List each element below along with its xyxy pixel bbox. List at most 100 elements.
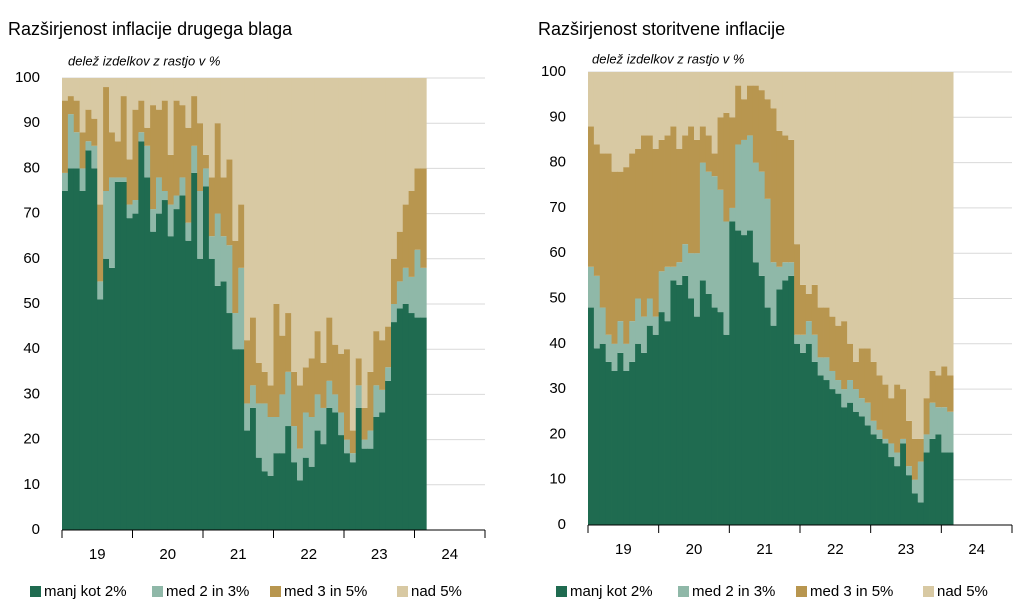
bar-segment bbox=[770, 108, 777, 263]
bar-segment bbox=[120, 181, 128, 530]
bar-segment bbox=[858, 72, 866, 349]
bar-segment bbox=[161, 200, 169, 531]
bar-segment bbox=[114, 181, 122, 530]
chart-subtitle: delež izdelkov z rastjo v % bbox=[592, 51, 744, 66]
bar-segment bbox=[717, 189, 724, 313]
bar-segment bbox=[385, 380, 392, 530]
bar-segment bbox=[67, 168, 75, 530]
bar-segment bbox=[261, 403, 269, 472]
bar-segment bbox=[847, 72, 854, 344]
legend-label: manj kot 2% bbox=[44, 583, 127, 600]
bar-segment bbox=[817, 307, 824, 358]
bar-segment bbox=[941, 407, 948, 453]
bar-segment bbox=[338, 353, 345, 413]
bar-segment bbox=[870, 420, 877, 435]
bar-segment bbox=[917, 502, 925, 525]
bar-segment bbox=[646, 72, 654, 136]
bar-segment bbox=[711, 153, 718, 177]
bar-segment bbox=[85, 78, 92, 110]
bar-segment bbox=[729, 221, 736, 526]
bar-segment bbox=[103, 258, 110, 530]
bar-segment bbox=[385, 78, 392, 327]
bar-segment bbox=[344, 453, 351, 530]
bar-segment bbox=[191, 96, 198, 146]
y-tick-label: 20 bbox=[549, 425, 566, 442]
bar-segment bbox=[699, 72, 707, 127]
bar-segment bbox=[302, 412, 310, 458]
bar-segment bbox=[326, 380, 333, 408]
bar-segment bbox=[167, 204, 175, 237]
bar-segment bbox=[711, 72, 718, 154]
bar-segment bbox=[214, 123, 222, 214]
bar-segment bbox=[829, 316, 836, 371]
bar-segment bbox=[747, 85, 754, 136]
bar-segment bbox=[593, 348, 601, 525]
bar-segment bbox=[817, 72, 824, 308]
bar-segment bbox=[355, 407, 363, 530]
chart-title: Razširjenost inflacije drugega blaga bbox=[8, 19, 293, 39]
bar-segment bbox=[191, 172, 198, 531]
bar-segment bbox=[144, 145, 151, 178]
bar-segment bbox=[126, 78, 133, 160]
bar-segment bbox=[864, 402, 872, 426]
y-tick-label: 10 bbox=[549, 471, 566, 488]
bar-segment bbox=[935, 407, 942, 435]
bar-segment bbox=[947, 72, 954, 376]
bar-segment bbox=[214, 213, 222, 286]
bar-segment bbox=[285, 371, 292, 427]
bar-segment bbox=[588, 266, 595, 308]
bar-segment bbox=[320, 362, 327, 408]
bar-segment bbox=[355, 385, 363, 408]
bar-segment bbox=[320, 444, 327, 530]
bar-segment bbox=[250, 78, 257, 318]
bar-segment bbox=[391, 322, 398, 530]
bar-segment bbox=[782, 135, 789, 263]
bar-segment bbox=[285, 78, 292, 314]
bar-segment bbox=[741, 139, 748, 236]
bar-segment bbox=[947, 375, 954, 412]
bar-segment bbox=[588, 72, 595, 127]
bar-segment bbox=[788, 262, 795, 276]
bar-segment bbox=[794, 244, 801, 335]
bar-segment bbox=[805, 343, 813, 525]
bar-segment bbox=[208, 78, 216, 178]
bar-segment bbox=[279, 335, 286, 395]
bar-segment bbox=[332, 394, 339, 413]
y-tick-label: 60 bbox=[549, 244, 566, 261]
bar-segment bbox=[391, 304, 398, 323]
bar-segment bbox=[408, 313, 415, 530]
bar-segment bbox=[794, 334, 801, 344]
bar-segment bbox=[103, 191, 110, 259]
bar-segment bbox=[179, 105, 186, 178]
bar-segment bbox=[811, 72, 819, 285]
bar-segment bbox=[197, 191, 204, 259]
bar-segment bbox=[758, 171, 766, 276]
bar-segment bbox=[396, 231, 404, 282]
bar-segment bbox=[279, 453, 286, 530]
bar-segment bbox=[811, 361, 819, 525]
bar-segment bbox=[882, 438, 889, 444]
bar-segment bbox=[735, 230, 742, 526]
bar-segment bbox=[664, 72, 671, 136]
bar-segment bbox=[870, 434, 877, 525]
bar-segment bbox=[894, 452, 901, 467]
bar-segment bbox=[800, 352, 807, 525]
bar-segment bbox=[273, 453, 280, 530]
y-tick-label: 20 bbox=[23, 431, 40, 448]
bar-segment bbox=[864, 72, 872, 349]
bar-segment bbox=[864, 348, 872, 403]
bar-segment bbox=[285, 426, 292, 530]
bar-segment bbox=[214, 78, 222, 124]
bar-segment bbox=[179, 195, 186, 530]
bar-segment bbox=[588, 126, 595, 267]
bar-segment bbox=[420, 317, 427, 530]
bar-segment bbox=[302, 78, 310, 368]
bar-segment bbox=[829, 370, 836, 390]
bar-segment bbox=[97, 281, 104, 300]
bar-segment bbox=[185, 78, 192, 128]
bar-segment bbox=[617, 321, 624, 353]
bar-segment bbox=[853, 72, 860, 362]
bar-segment bbox=[220, 281, 227, 530]
bar-segment bbox=[894, 466, 901, 525]
bar-segment bbox=[261, 78, 269, 372]
